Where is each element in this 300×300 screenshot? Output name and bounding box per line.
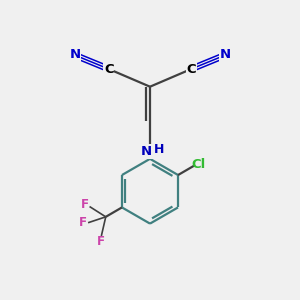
Text: F: F (97, 235, 105, 248)
Text: C: C (186, 62, 196, 76)
Text: C: C (104, 62, 114, 76)
Text: F: F (79, 216, 87, 229)
Text: H: H (154, 143, 164, 157)
Text: Cl: Cl (191, 158, 206, 171)
Text: N: N (141, 145, 152, 158)
Text: N: N (220, 48, 231, 62)
Text: N: N (69, 48, 80, 62)
Text: F: F (81, 198, 89, 211)
